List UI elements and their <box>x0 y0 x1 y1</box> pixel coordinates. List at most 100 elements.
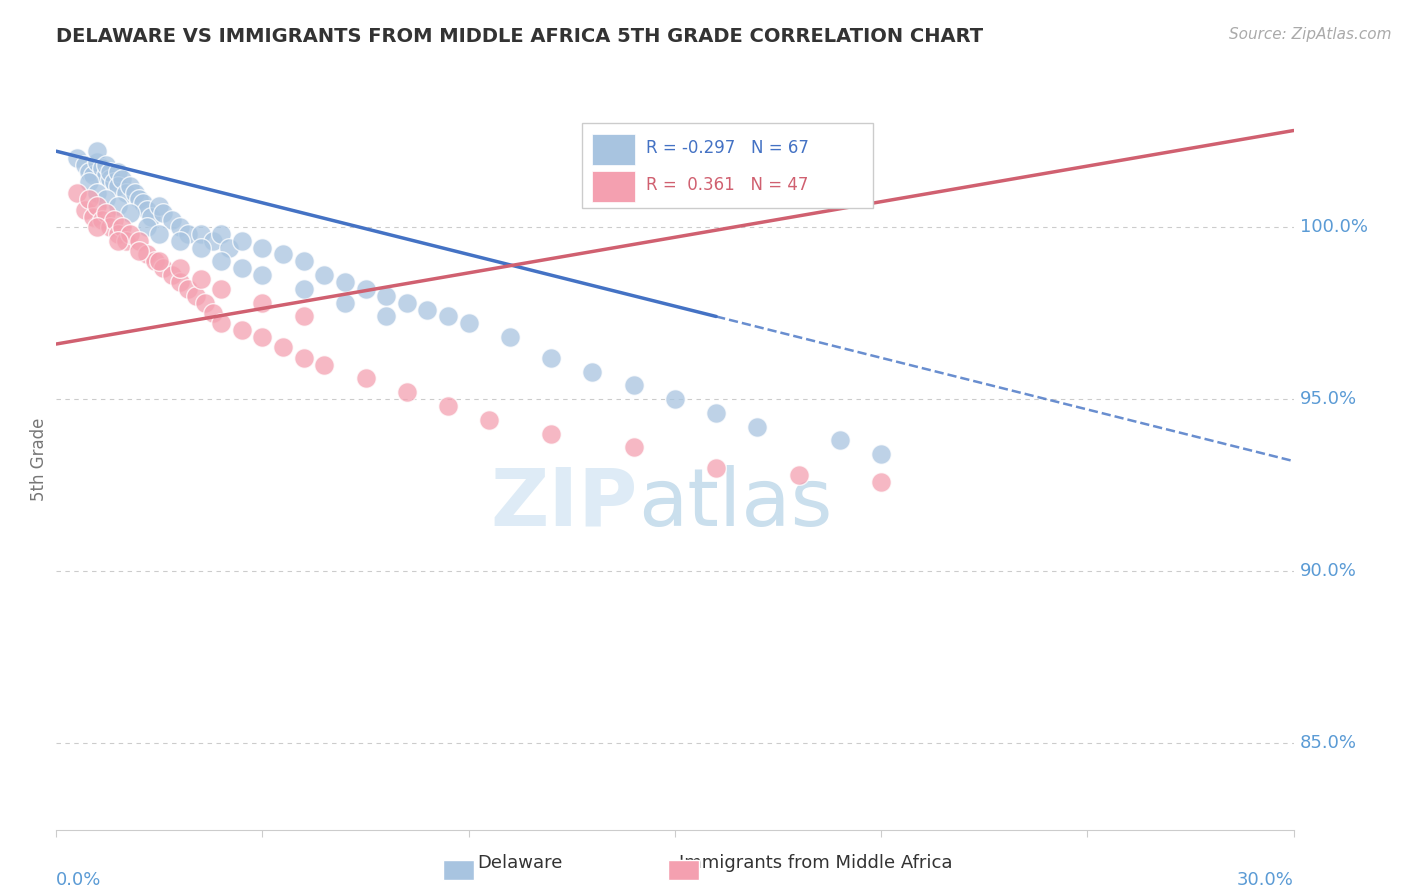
Point <box>194 295 217 310</box>
Y-axis label: 5th Grade: 5th Grade <box>30 417 48 501</box>
Point <box>354 371 377 385</box>
Point <box>252 268 274 282</box>
Point <box>704 461 727 475</box>
Point <box>271 341 294 355</box>
Point <box>190 227 212 241</box>
Point <box>292 254 315 268</box>
Point <box>231 323 253 337</box>
Point <box>94 169 117 183</box>
Point <box>252 295 274 310</box>
Text: DELAWARE VS IMMIGRANTS FROM MIDDLE AFRICA 5TH GRADE CORRELATION CHART: DELAWARE VS IMMIGRANTS FROM MIDDLE AFRIC… <box>56 27 983 45</box>
Text: atlas: atlas <box>638 465 832 543</box>
Point <box>177 282 200 296</box>
Point <box>120 178 142 193</box>
Point <box>201 306 224 320</box>
Point <box>314 358 336 372</box>
Point <box>333 275 356 289</box>
Point <box>252 330 274 344</box>
Point <box>86 219 108 234</box>
Point <box>98 171 121 186</box>
Point <box>664 392 686 406</box>
Point <box>82 210 104 224</box>
Point <box>136 202 159 217</box>
Point <box>218 241 240 255</box>
Point <box>870 447 893 461</box>
Point <box>416 302 439 317</box>
Point <box>107 227 129 241</box>
Point <box>169 275 191 289</box>
Text: 0.0%: 0.0% <box>56 871 101 889</box>
Point <box>86 144 108 158</box>
Point <box>747 419 769 434</box>
Point <box>152 206 174 220</box>
Point <box>169 234 191 248</box>
Point <box>457 317 479 331</box>
Point <box>186 289 208 303</box>
Point <box>132 195 155 210</box>
Point <box>828 434 851 448</box>
Point <box>201 234 224 248</box>
Point <box>120 227 142 241</box>
Point <box>107 234 129 248</box>
Point <box>148 254 170 268</box>
Point <box>90 161 112 176</box>
Text: Source: ZipAtlas.com: Source: ZipAtlas.com <box>1229 27 1392 42</box>
Point <box>94 206 117 220</box>
Point <box>66 186 89 200</box>
Point <box>395 295 418 310</box>
Text: R = -0.297   N = 67: R = -0.297 N = 67 <box>647 139 810 157</box>
Point <box>354 282 377 296</box>
Point <box>478 413 501 427</box>
Point <box>77 175 100 189</box>
Point <box>90 213 112 227</box>
FancyBboxPatch shape <box>592 171 636 202</box>
Text: 95.0%: 95.0% <box>1299 390 1357 409</box>
Point <box>94 158 117 172</box>
Point <box>128 244 150 258</box>
Point <box>103 175 125 189</box>
Point <box>136 247 159 261</box>
Point <box>160 213 183 227</box>
Point <box>148 227 170 241</box>
Point <box>540 351 562 365</box>
Point <box>139 210 162 224</box>
Point <box>437 310 460 324</box>
Point <box>169 261 191 276</box>
Point <box>75 158 97 172</box>
Point <box>375 310 398 324</box>
Point <box>107 165 129 179</box>
Point <box>209 317 232 331</box>
Point <box>75 202 97 217</box>
Point <box>292 351 315 365</box>
Point <box>94 193 117 207</box>
Point <box>115 186 138 200</box>
Point <box>231 234 253 248</box>
Text: 30.0%: 30.0% <box>1237 871 1294 889</box>
Point <box>333 295 356 310</box>
Point <box>252 241 274 255</box>
Point <box>111 171 134 186</box>
Point <box>375 289 398 303</box>
Point <box>292 310 315 324</box>
Point <box>540 426 562 441</box>
Point <box>437 399 460 413</box>
Point <box>103 213 125 227</box>
Point <box>148 199 170 213</box>
Point <box>177 227 200 241</box>
Point <box>704 406 727 420</box>
Point <box>209 254 232 268</box>
Point <box>314 268 336 282</box>
Point <box>107 178 129 193</box>
Point <box>209 227 232 241</box>
Point <box>82 169 104 183</box>
Point <box>623 378 645 392</box>
Point <box>581 365 603 379</box>
Text: Immigrants from Middle Africa: Immigrants from Middle Africa <box>679 855 952 872</box>
Point <box>124 186 146 200</box>
Point <box>77 193 100 207</box>
Point <box>623 440 645 454</box>
Point <box>190 271 212 285</box>
Point <box>77 165 100 179</box>
Point <box>111 219 134 234</box>
Point <box>870 475 893 489</box>
